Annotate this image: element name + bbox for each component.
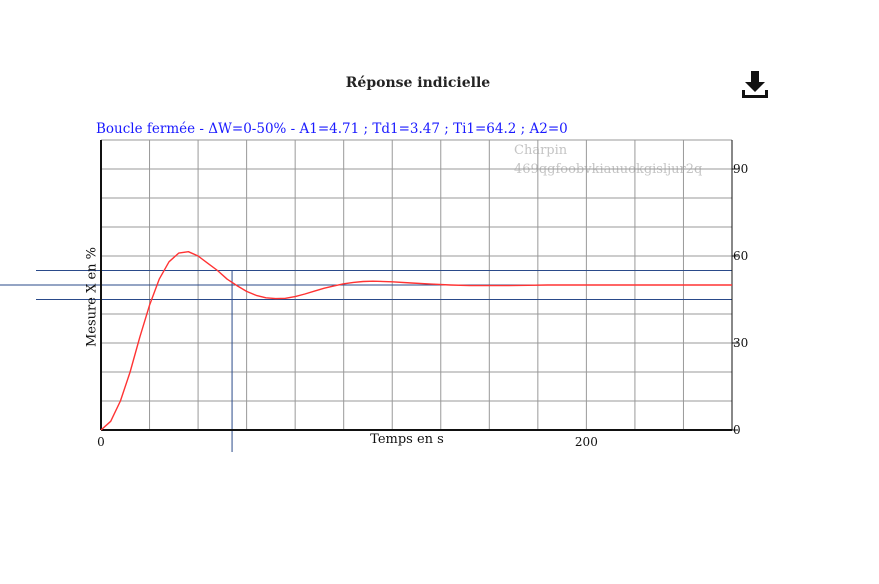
chart-title: Réponse indicielle <box>345 75 491 91</box>
watermark-author: Charpin <box>514 143 568 158</box>
x-tick-label: 200 <box>575 435 598 449</box>
chart-subtitle: Boucle fermée - ΔW=0-50% - A1=4.71 ; Td1… <box>96 121 568 137</box>
y-tick-label: 90 <box>733 162 748 176</box>
x-axis-label: Temps en s <box>370 432 444 447</box>
y-axis-label: Mesure X en % <box>84 246 100 348</box>
x-tick-label: 0 <box>97 435 105 449</box>
y-tick-label: 60 <box>733 249 748 263</box>
download-icon[interactable] <box>740 70 770 100</box>
response-curve <box>100 251 732 431</box>
y-tick-label: 0 <box>733 423 741 437</box>
y-tick-label: 30 <box>733 336 748 350</box>
